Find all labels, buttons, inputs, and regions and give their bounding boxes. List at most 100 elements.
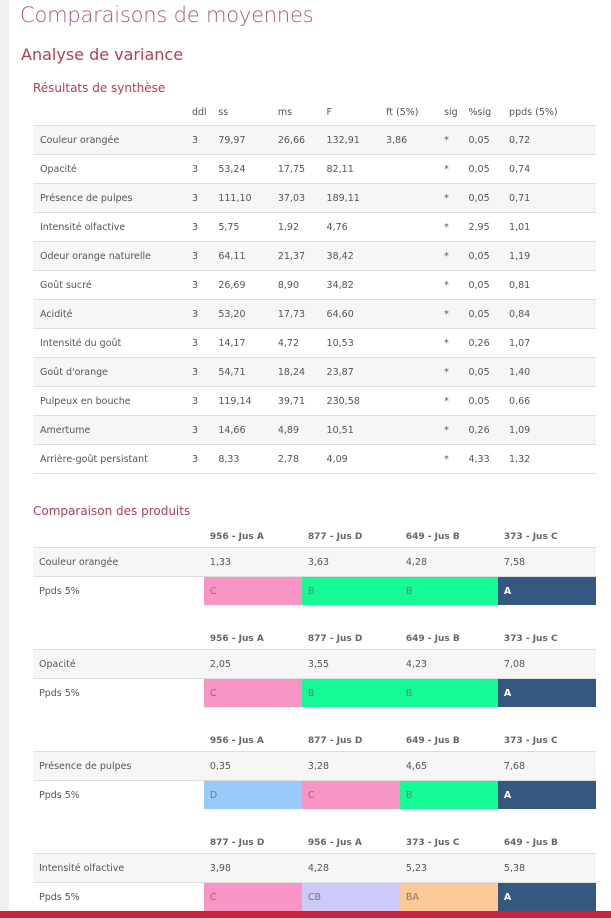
ppds-label: Ppds 5%: [33, 882, 204, 911]
mean-value: 4,28: [301, 853, 400, 883]
table-row: Intensité olfactive 3 5,75 1,92 4,76 * 2,95 1,0…: [33, 212, 596, 242]
table-cell: *: [444, 328, 469, 358]
page-title: Comparaisons de moyennes: [20, 3, 314, 27]
table-cell: 2,95: [468, 212, 510, 242]
table-cell: 1,40: [509, 357, 596, 387]
table-cell: 189,11: [326, 183, 387, 213]
table-cell: 2,78: [277, 444, 327, 474]
product-header-row: 956 - Jus A 877 - Jus D 649 - Jus B 373 - J…: [33, 629, 596, 650]
table-cell: 1,92: [277, 212, 327, 242]
group-letter: C: [203, 678, 302, 707]
column-header: ddl: [192, 100, 219, 126]
table-cell: 1,19: [509, 241, 596, 271]
table-cell: [386, 386, 445, 416]
column-header: ss: [218, 100, 278, 126]
product-header: 649 - Jus B: [399, 527, 498, 548]
table-cell: 3: [192, 444, 219, 474]
mean-value: 1,33: [203, 547, 302, 577]
product-header: 649 - Jus B: [399, 629, 498, 650]
section-title: Analyse de variance: [21, 45, 184, 64]
group-letter: B: [301, 576, 400, 605]
table-cell: *: [444, 415, 469, 445]
attribute-label: Intensité olfactive: [33, 853, 204, 883]
table-cell: *: [444, 357, 469, 387]
table-cell: 26,66: [277, 125, 327, 155]
mean-value: 5,38: [497, 853, 596, 883]
ppds-row: Ppds 5% D C B A: [33, 780, 596, 809]
product-header: 373 - Jus C: [497, 629, 596, 650]
group-letter: B: [399, 576, 498, 605]
table-cell: *: [444, 386, 469, 416]
product-header: 956 - Jus A: [301, 833, 400, 854]
mean-value: 3,28: [301, 751, 400, 781]
comparison-heading: Comparaison des produits: [33, 504, 191, 518]
mean-value: 7,58: [497, 547, 596, 577]
row-label: Amertume: [33, 415, 192, 445]
product-header: 877 - Jus D: [301, 731, 400, 752]
table-cell: 18,24: [277, 357, 327, 387]
product-header: 649 - Jus B: [399, 731, 498, 752]
table-cell: 17,75: [277, 154, 327, 184]
table-cell: [386, 270, 445, 300]
product-header-row: 956 - Jus A 877 - Jus D 649 - Jus B 373 - J…: [33, 527, 596, 548]
bottom-bar: [0, 911, 611, 918]
table-cell: 26,69: [218, 270, 278, 300]
table-cell: [386, 154, 445, 184]
table-cell: 3: [192, 241, 219, 271]
table-cell: *: [444, 270, 469, 300]
table-cell: *: [444, 212, 469, 242]
table-cell: 0,05: [468, 357, 510, 387]
blank-cell: [33, 629, 204, 650]
table-cell: 0,71: [509, 183, 596, 213]
table-cell: 17,73: [277, 299, 327, 329]
table-cell: [386, 212, 445, 242]
table-cell: 8,33: [218, 444, 278, 474]
means-row: Intensité olfactive 3,98 4,28 5,23 5,38: [33, 853, 596, 883]
table-row: Acidité 3 53,20 17,73 64,60 * 0,05 0,84: [33, 299, 596, 329]
product-header: 877 - Jus D: [203, 833, 302, 854]
table-cell: 0,05: [468, 241, 510, 271]
table-cell: 1,09: [509, 415, 596, 445]
mean-value: 4,65: [399, 751, 498, 781]
ppds-label: Ppds 5%: [33, 576, 204, 605]
table-cell: 64,60: [326, 299, 387, 329]
ppds-label: Ppds 5%: [33, 678, 204, 707]
row-label: Arrière-goût persistant: [33, 444, 192, 474]
table-cell: 21,37: [277, 241, 327, 271]
table-cell: 3: [192, 154, 219, 184]
mean-value: 0,35: [203, 751, 302, 781]
row-label: Goût d'orange: [33, 357, 192, 387]
left-sidebar-strip: [0, 0, 9, 918]
table-cell: [386, 299, 445, 329]
table-cell: 0,05: [468, 183, 510, 213]
mean-value: 7,08: [497, 649, 596, 679]
means-row: Couleur orangée 1,33 3,63 4,28 7,58: [33, 547, 596, 577]
group-letter: C: [203, 882, 302, 911]
table-cell: 54,71: [218, 357, 278, 387]
ppds-row: Ppds 5% C CB BA A: [33, 882, 596, 911]
table-cell: [386, 415, 445, 445]
table-cell: *: [444, 183, 469, 213]
product-header: 877 - Jus D: [301, 629, 400, 650]
table-cell: 14,66: [218, 415, 278, 445]
row-label: Acidité: [33, 299, 192, 329]
table-cell: 0,05: [468, 386, 510, 416]
table-cell: 132,91: [326, 125, 387, 155]
table-row: Opacité 3 53,24 17,75 82,11 * 0,05 0,74: [33, 154, 596, 184]
table-cell: 37,03: [277, 183, 327, 213]
table-cell: 82,11: [326, 154, 387, 184]
table-row: Pulpeux en bouche 3 119,14 39,71 230,58 * 0,05…: [33, 386, 596, 416]
mean-value: 3,55: [301, 649, 400, 679]
mean-value: 7,68: [497, 751, 596, 781]
table-cell: 4,76: [326, 212, 387, 242]
table-cell: 4,89: [277, 415, 327, 445]
product-header: 373 - Jus C: [497, 731, 596, 752]
table-cell: *: [444, 444, 469, 474]
row-label: Opacité: [33, 154, 192, 184]
table-cell: 3,86: [386, 125, 445, 155]
ppds-row: Ppds 5% C B B A: [33, 576, 596, 605]
group-letter: B: [301, 678, 400, 707]
row-label: Intensité du goût: [33, 328, 192, 358]
group-letter: B: [399, 678, 498, 707]
